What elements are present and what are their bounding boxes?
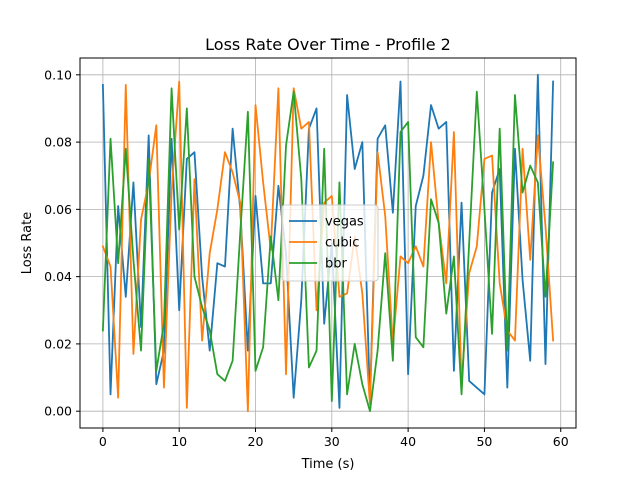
x-axis-label: Time (s)	[301, 457, 355, 472]
y-tick-label: 0.10	[44, 67, 72, 82]
series-line-cubic	[101, 80, 555, 413]
y-axis: 0.00 0.02 0.04 0.06 0.08 0.10	[44, 67, 80, 419]
legend-label-vegas: vegas	[325, 215, 364, 230]
y-tick-label: 0.00	[44, 404, 72, 419]
legend-label-bbr: bbr	[325, 257, 348, 272]
x-tick-label: 50	[476, 434, 492, 449]
legend: vegas cubic bbr	[281, 204, 379, 282]
y-tick-label: 0.06	[44, 202, 72, 217]
y-tick-label: 0.04	[44, 269, 72, 284]
x-tick-label: 10	[171, 434, 187, 449]
x-tick-label: 40	[400, 434, 416, 449]
plot-frame	[79, 57, 577, 429]
y-tick-label: 0.02	[44, 336, 72, 351]
y-axis-label: Loss Rate	[20, 212, 35, 274]
x-axis: 0 10 20 30 40 50 60	[99, 428, 569, 449]
legend-label-cubic: cubic	[325, 236, 359, 251]
x-tick-label: 30	[324, 434, 340, 449]
x-tick-label: 20	[248, 434, 264, 449]
legend-box	[281, 204, 379, 282]
chart-title: Loss Rate Over Time - Profile 2	[205, 35, 451, 54]
y-tick-label: 0.08	[44, 135, 72, 150]
x-tick-label: 0	[99, 434, 107, 449]
x-tick-label: 60	[553, 434, 569, 449]
